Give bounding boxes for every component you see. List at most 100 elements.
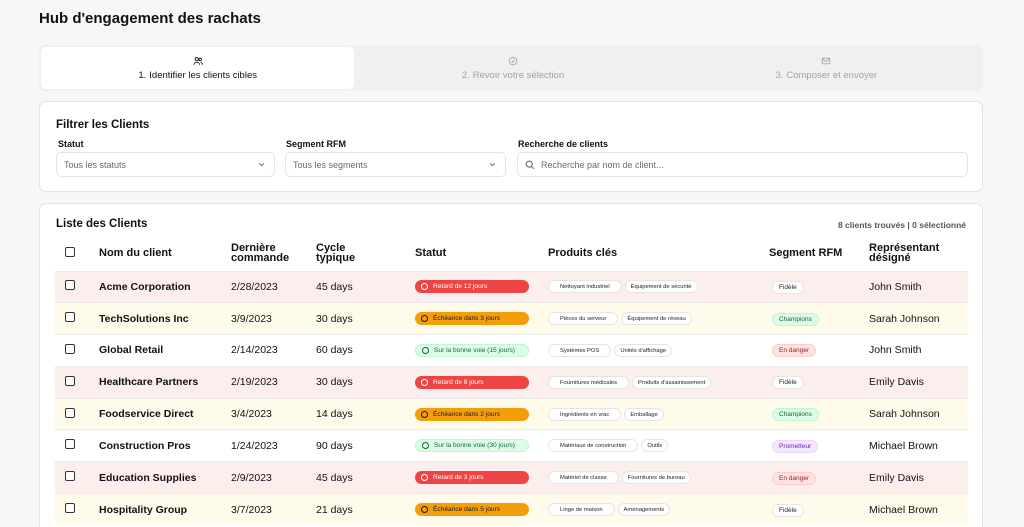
row-checkbox[interactable]	[65, 471, 75, 482]
product-chip: Nettoyant industriel	[548, 280, 622, 294]
assigned-rep: Michael Brown	[869, 493, 968, 526]
table-row[interactable]: Hospitality Group 3/7/2023 21 days Échéance…	[55, 493, 968, 526]
check-circle-icon	[422, 442, 429, 450]
product-chip: Pièces du serveur	[548, 312, 619, 326]
row-checkbox[interactable]	[65, 439, 75, 450]
check-circle-icon	[508, 56, 518, 65]
users-icon	[193, 56, 203, 65]
row-checkbox[interactable]	[65, 280, 75, 291]
status-text: Retard de 12 jours	[433, 283, 488, 291]
step-label: 1. Identifier les clients cibles	[138, 69, 257, 81]
step-compose[interactable]: 3. Composer et envoyer	[670, 45, 983, 91]
status-select[interactable]: Tous les statuts	[56, 152, 275, 177]
status-badge: Échéance dans 3 jours	[415, 312, 529, 326]
table-row[interactable]: Acme Corporation 2/28/2023 45 days Retard d…	[55, 271, 968, 303]
product-chip: Aménagements	[617, 503, 671, 517]
product-chip: Produits d'assainissement	[632, 375, 712, 389]
product-chip: Matériaux de construction	[548, 439, 639, 453]
status-text: Retard de 3 jours	[433, 474, 484, 482]
segment-select-value: Tous les segments	[293, 159, 368, 170]
step-label: 2. Revoir votre sélection	[461, 69, 565, 81]
product-chip: Linge de maison	[548, 503, 615, 517]
page-title: Hub d'engagement des rachats	[39, 10, 261, 27]
clock-icon	[421, 410, 428, 418]
product-chip: Fournitures de bureau	[621, 471, 691, 485]
segment-badge: Prometteur	[772, 439, 819, 453]
last-order-date: 3/9/2023	[231, 302, 316, 335]
product-chip: Unités d'affichage	[614, 343, 673, 357]
row-checkbox[interactable]	[65, 343, 75, 354]
step-review[interactable]: 2. Revoir votre sélection	[356, 45, 669, 91]
table-row[interactable]: Education Supplies 2/9/2023 45 days Retard …	[55, 461, 968, 494]
key-products: Linge de maison Aménagements	[548, 493, 769, 526]
clock-icon	[421, 283, 428, 291]
key-products: Nettoyant industriel Équipement de sécuri…	[548, 271, 769, 303]
segment-badge: Champions	[772, 408, 819, 422]
chevron-down-icon	[258, 163, 265, 167]
status-text: Échéance dans 5 jours	[433, 506, 501, 514]
key-products: Matériaux de construction Outils	[548, 429, 769, 462]
table-row[interactable]: Foodservice Direct 3/4/2023 14 days Échéanc…	[55, 398, 968, 430]
assigned-rep: Michael Brown	[869, 429, 968, 462]
col-status[interactable]: Statut	[415, 247, 447, 260]
status-text: Retard de 8 jours	[433, 378, 484, 386]
key-products: Matériel de classe Fournitures de bureau	[548, 461, 769, 494]
segment-badge: Fidèle	[772, 503, 804, 517]
chevron-down-icon	[489, 163, 496, 167]
status-text: Échéance dans 3 jours	[433, 315, 501, 323]
select-all-checkbox[interactable]	[65, 247, 75, 258]
row-checkbox[interactable]	[65, 503, 75, 514]
segment-filter-label: Segment RFM	[286, 139, 347, 149]
check-circle-icon	[422, 346, 429, 354]
row-checkbox[interactable]	[65, 312, 75, 323]
client-name: Healthcare Partners	[99, 366, 231, 399]
typical-cycle: 90 days	[316, 429, 415, 462]
status-badge: Retard de 12 jours	[415, 280, 529, 294]
col-name[interactable]: Nom du client	[99, 247, 172, 260]
clock-icon	[421, 378, 428, 386]
status-text: Échéance dans 2 jours	[433, 410, 501, 418]
status-badge: Retard de 3 jours	[415, 471, 529, 485]
assigned-rep: John Smith	[869, 334, 968, 367]
col-segment[interactable]: Segment RFM	[769, 247, 843, 260]
stepper: 1. Identifier les clients cibles 2. Revoir…	[39, 45, 983, 91]
last-order-date: 2/19/2023	[231, 366, 316, 399]
table-row[interactable]: Healthcare Partners 2/19/2023 30 days Retar…	[55, 366, 968, 399]
assigned-rep: Emily Davis	[869, 461, 968, 494]
typical-cycle: 14 days	[316, 398, 415, 430]
col-rep[interactable]: Représentant désigné	[869, 242, 940, 265]
row-checkbox[interactable]	[65, 407, 75, 418]
typical-cycle: 21 days	[316, 493, 415, 526]
step-identify[interactable]: 1. Identifier les clients cibles	[41, 47, 355, 89]
table-row[interactable]: Construction Pros 1/24/2023 90 days Sur la …	[55, 429, 968, 462]
product-chip: Systèmes POS	[548, 343, 612, 357]
status-badge: Sur la bonne voie (15 jours)	[415, 343, 529, 357]
table-row[interactable]: TechSolutions Inc 3/9/2023 30 days Échéance…	[55, 302, 968, 335]
col-cycle[interactable]: Cycle typique	[316, 242, 356, 265]
list-title: Liste des Clients	[56, 218, 148, 230]
table-row[interactable]: Global Retail 2/14/2023 60 days Sur la bonn…	[55, 334, 968, 367]
last-order-date: 2/9/2023	[231, 461, 316, 494]
assigned-rep: Sarah Johnson	[869, 398, 968, 430]
typical-cycle: 30 days	[316, 366, 415, 399]
clients-list-card: Liste des Clients 8 clients trouvés | 0 …	[39, 203, 983, 527]
col-products[interactable]: Produits clés	[548, 247, 618, 260]
segment-select[interactable]: Tous les segments	[285, 152, 506, 177]
row-checkbox[interactable]	[65, 375, 75, 386]
col-last-order[interactable]: Dernière commande	[231, 242, 290, 265]
search-input[interactable]: Recherche par nom de client...	[517, 152, 968, 177]
client-name: Education Supplies	[99, 461, 231, 494]
last-order-date: 3/7/2023	[231, 493, 316, 526]
product-chip: Fournitures médicales	[548, 375, 630, 389]
key-products: Fournitures médicales Produits d'assainis…	[548, 366, 769, 399]
key-products: Ingrédients en vrac Emballage	[548, 398, 769, 430]
product-chip: Ingrédients en vrac	[548, 407, 622, 421]
status-badge: Sur la bonne voie (30 jours)	[415, 439, 529, 453]
status-badge: Retard de 8 jours	[415, 375, 529, 389]
client-name: Global Retail	[99, 334, 231, 367]
clock-icon	[421, 474, 428, 482]
segment-badge: En danger	[772, 471, 816, 485]
results-count: 8 clients trouvés | 0 sélectionné	[837, 220, 966, 230]
status-badge: Échéance dans 5 jours	[415, 503, 529, 517]
clock-icon	[421, 315, 428, 323]
